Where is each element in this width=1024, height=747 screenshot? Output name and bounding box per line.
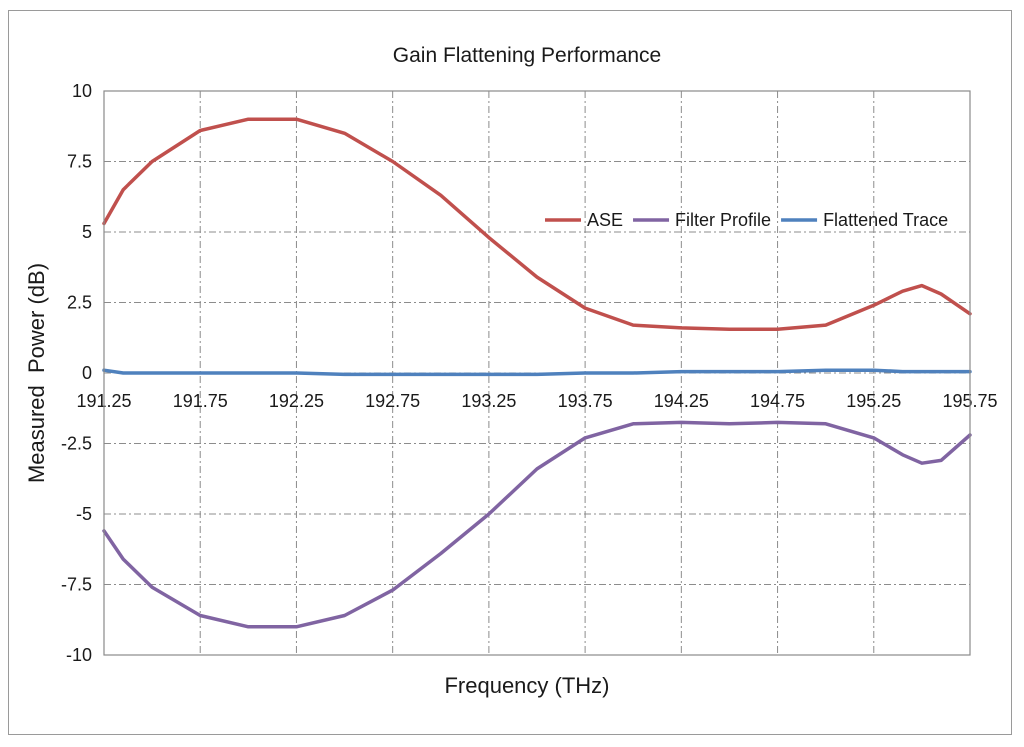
y-tick-label: -2.5 <box>61 434 92 454</box>
series-lines <box>102 117 972 629</box>
x-tick-label: 191.75 <box>173 391 228 411</box>
chart-title: Gain Flattening Performance <box>393 44 661 67</box>
y-tick-label: 7.5 <box>67 152 92 172</box>
x-tick-labels: 191.25 191.75 192.25 192.75 193.25 193.75 194.… <box>76 391 997 411</box>
x-tick-label: 193.25 <box>461 391 516 411</box>
plot-frame <box>103 90 971 656</box>
x-tick-label: 192.25 <box>269 391 324 411</box>
x-tick-label: 192.75 <box>365 391 420 411</box>
x-tick-label: 194.75 <box>750 391 805 411</box>
series-line-flattened-trace <box>102 368 972 377</box>
legend-label: ASE <box>587 210 623 230</box>
y-tick-label: -10 <box>66 645 92 665</box>
x-axis-label: Frequency (THz) <box>444 673 609 698</box>
x-tick-label: 195.25 <box>846 391 901 411</box>
y-tick-label: 2.5 <box>67 293 92 313</box>
legend-label: Flattened Trace <box>823 210 948 230</box>
series-line-filter-profile <box>102 420 972 629</box>
y-axis-label: Measured Power (dB) <box>24 263 49 483</box>
y-tick-label: 5 <box>82 222 92 242</box>
legend: ASE Filter Profile Flattened Trace <box>545 210 948 230</box>
x-tick-label: 193.75 <box>558 391 613 411</box>
y-tick-label: 10 <box>72 81 92 101</box>
x-tick-label: 194.25 <box>654 391 709 411</box>
y-tick-label: -7.5 <box>61 575 92 595</box>
series-line-ase <box>102 117 972 332</box>
y-tick-label: 0 <box>82 363 92 383</box>
y-tick-label: -5 <box>76 504 92 524</box>
y-tick-labels: 10 7.5 5 2.5 0 -2.5 -5 -7.5 -10 <box>61 81 92 665</box>
legend-label: Filter Profile <box>675 210 771 230</box>
